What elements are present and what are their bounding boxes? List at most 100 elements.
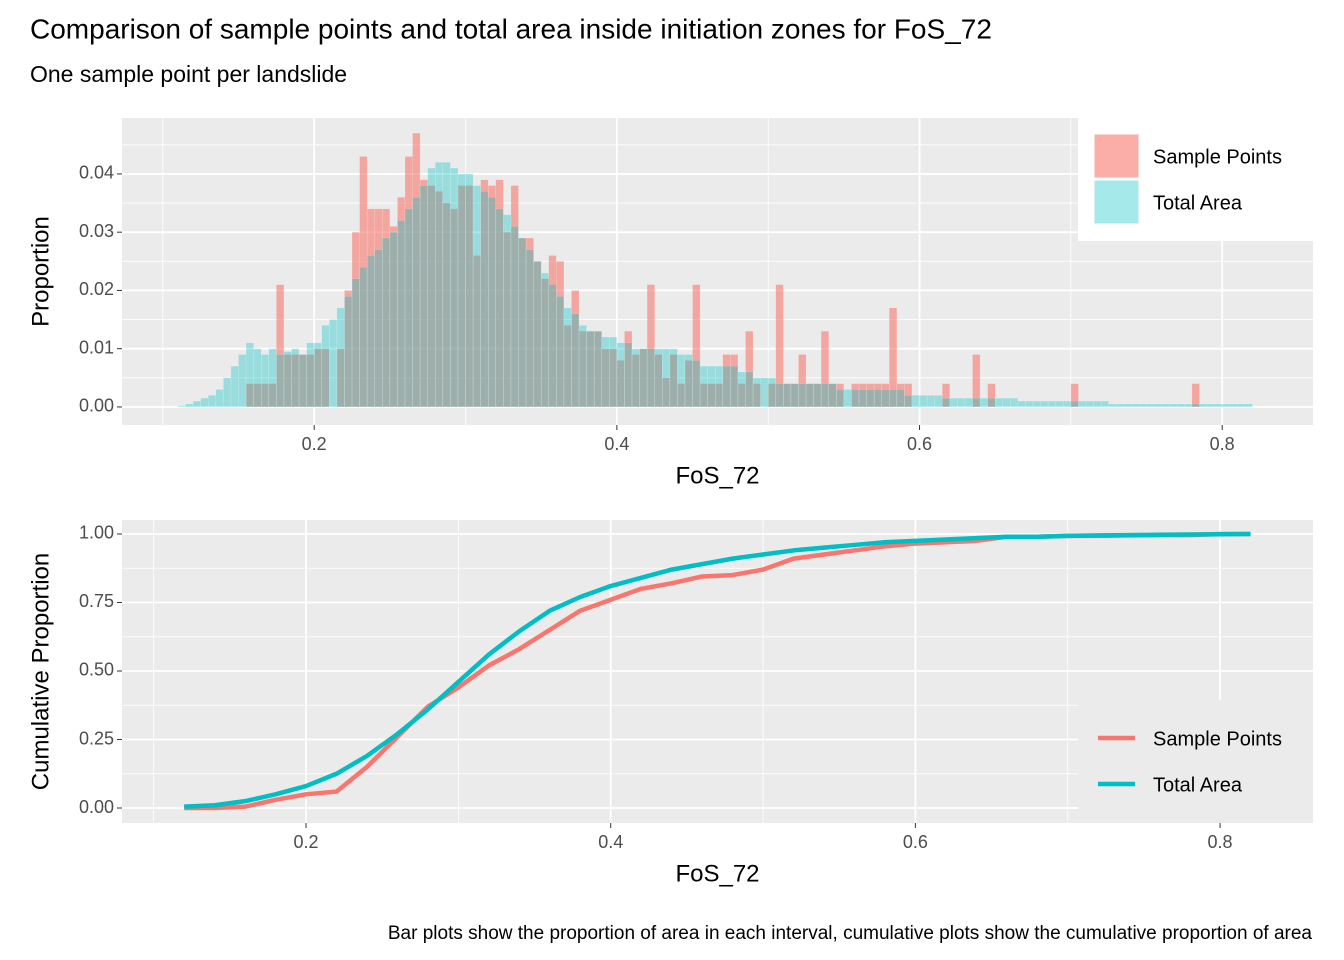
histogram-bar: [1085, 400, 1094, 408]
histogram-bar: [972, 354, 981, 408]
histogram-bar: [813, 383, 822, 408]
histogram-bar: [836, 389, 845, 408]
x-tick-label: 0.4: [604, 434, 629, 454]
histogram-bar: [586, 330, 595, 408]
histogram-bar: [987, 397, 996, 408]
histogram-bar: [321, 348, 330, 408]
histogram-bar: [1010, 397, 1019, 408]
histogram-bar: [563, 307, 572, 408]
legend-label: Sample Points: [1153, 728, 1282, 750]
histogram-bar: [1146, 403, 1155, 408]
histogram-bar: [366, 255, 375, 408]
histogram-bar: [979, 397, 988, 408]
histogram-bar: [329, 319, 338, 408]
histogram-bar: [677, 354, 686, 408]
x-tick-label: 0.4: [598, 832, 623, 852]
histogram-bar: [646, 348, 655, 408]
y-tick-label: 0.02: [79, 279, 114, 299]
histogram-bar: [276, 354, 285, 408]
histogram-bar: [253, 348, 262, 408]
histogram-bar: [957, 397, 966, 408]
histogram-bar: [283, 351, 292, 408]
histogram-bar: [654, 348, 663, 408]
histogram-bar: [223, 377, 232, 408]
histogram-bar: [510, 226, 519, 408]
histogram-bar: [215, 389, 224, 408]
histogram-bar: [1063, 400, 1072, 408]
histogram-bar: [987, 383, 996, 408]
histogram-bar: [1244, 403, 1253, 408]
histogram-bar: [798, 354, 807, 408]
histogram-bar: [783, 383, 792, 408]
histogram-bar: [669, 348, 678, 408]
histogram-bar: [1070, 400, 1079, 408]
histogram-bar: [904, 383, 913, 408]
histogram-bar: [1153, 403, 1162, 408]
histogram-bar: [1199, 403, 1208, 408]
histogram-bar: [419, 185, 428, 408]
x-tick-label: 0.6: [903, 832, 928, 852]
histogram-bar: [851, 389, 860, 408]
x-tick-label: 0.2: [302, 434, 327, 454]
histogram-bar: [1191, 403, 1200, 408]
histogram-bar: [1214, 403, 1223, 408]
histogram-bar: [752, 377, 761, 408]
histogram-bar: [593, 330, 602, 408]
y-tick-label: 0.00: [79, 797, 114, 817]
histogram-bar: [737, 371, 746, 408]
histogram-bar: [298, 354, 307, 408]
histogram-bar: [889, 389, 898, 408]
histogram-bar: [578, 325, 587, 408]
histogram-bar: [1206, 403, 1215, 408]
histogram-bar: [889, 307, 898, 408]
histogram-bar: [1093, 400, 1102, 408]
histogram-bar: [1032, 400, 1041, 408]
y-tick-label: 0.04: [79, 163, 114, 183]
y-tick-label: 0.00: [79, 396, 114, 416]
title: Comparison of sample points and total ar…: [30, 13, 992, 44]
histogram-bar: [1176, 403, 1185, 408]
histogram-bar: [1025, 400, 1034, 408]
histogram-bar: [1229, 403, 1238, 408]
histogram-bar: [669, 354, 678, 408]
histogram-bar: [1100, 400, 1109, 408]
histogram-bar: [238, 354, 247, 408]
histogram-bar: [767, 377, 777, 408]
histogram-bar: [404, 208, 413, 408]
histogram-bar: [472, 185, 481, 408]
histogram-bar: [692, 360, 701, 408]
legend-label: Total Area: [1153, 774, 1243, 796]
histogram-bar: [699, 365, 708, 408]
histogram-bar: [1168, 403, 1178, 408]
legend-label: Total Area: [1153, 192, 1243, 214]
histogram-bar: [1237, 403, 1246, 408]
histogram-bar: [435, 162, 444, 408]
histogram-bar: [1108, 403, 1117, 408]
histogram-bar: [344, 296, 353, 408]
histogram-bar: [518, 237, 527, 408]
histogram-bar: [722, 365, 731, 408]
histogram-bar: [556, 296, 565, 408]
histogram-bar: [427, 167, 436, 408]
y-tick-label: 0.75: [79, 591, 114, 611]
histogram-bar: [457, 173, 466, 408]
histogram-bar: [260, 354, 270, 408]
histogram-bar: [1221, 403, 1231, 408]
x-tick-label: 0.8: [1210, 434, 1235, 454]
histogram-bar: [820, 330, 829, 408]
histogram-bar: [276, 284, 285, 408]
y-tick-label: 0.01: [79, 337, 114, 357]
histogram-bar: [941, 383, 951, 408]
histogram-bar: [1070, 383, 1079, 408]
legend-label: Sample Points: [1153, 146, 1282, 168]
histogram-bar: [450, 167, 459, 408]
histogram-bar: [609, 336, 618, 408]
histogram-bar: [662, 348, 671, 408]
histogram-bar: [548, 284, 557, 408]
y-tick-label: 0.03: [79, 221, 114, 241]
histogram-bar: [397, 220, 406, 408]
cumulative-line: [184, 531, 1251, 809]
histogram-bar: [306, 342, 315, 408]
x-tick-label: 0.6: [907, 434, 932, 454]
